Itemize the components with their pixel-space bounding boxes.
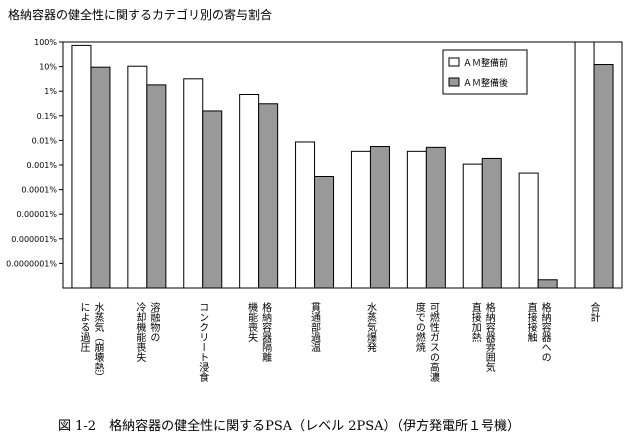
y-tick-label: 0.0001% — [21, 186, 57, 195]
legend-swatch-0 — [448, 57, 460, 67]
category-label-line: 度での燃焼 — [413, 302, 425, 352]
y-tick-label: 0.00001% — [16, 210, 57, 219]
y-tick-label: 1% — [44, 87, 57, 96]
category-label-line: 機能喪失 — [245, 302, 257, 342]
y-axis-ticks: 0.0000001% 0.000001% 0.00001% 0.0001% 0.001%… — [6, 38, 63, 268]
category-label-line: による過圧 — [77, 302, 89, 352]
bar-after-4 — [314, 176, 335, 289]
category-label-line: 水蒸気爆発 — [364, 302, 376, 352]
bar-after-2 — [202, 110, 223, 289]
category-label-line: コンクリート浸食 — [196, 302, 208, 382]
plot-area — [62, 41, 623, 289]
y-tick-label: 10% — [39, 63, 57, 72]
legend-box — [442, 49, 528, 95]
legend-swatch-1 — [448, 77, 460, 87]
category-label-line: 合計 — [588, 302, 600, 322]
bar-before-5 — [350, 150, 371, 289]
bar-after-5 — [369, 146, 390, 289]
bar-after-9 — [593, 64, 614, 289]
bar-after-3 — [258, 103, 279, 289]
bar-after-0 — [90, 66, 111, 289]
bar-before-6 — [406, 150, 427, 289]
bar-before-3 — [239, 94, 260, 289]
legend: ＡＭ整備前 ＡＭ整備後 — [442, 49, 528, 95]
bar-before-2 — [183, 78, 204, 289]
bar-before-7 — [462, 163, 483, 289]
category-label-line: 冷却機能喪失 — [133, 302, 145, 362]
bar-before-8 — [518, 172, 539, 289]
category-label-line: 格納容器雰囲気 — [483, 302, 495, 372]
bar-before-0 — [71, 44, 92, 289]
category-label-line: 格納容器隔離 — [259, 302, 271, 362]
bar-before-1 — [127, 65, 148, 289]
y-tick-label: 0.0000001% — [6, 259, 57, 268]
legend-label-0: ＡＭ整備前 — [463, 57, 508, 69]
category-label-line: 直接加熱 — [469, 302, 481, 342]
category-label-line: 格納容器への — [539, 302, 551, 362]
bar-before-4 — [295, 141, 316, 289]
bar-after-7 — [481, 157, 502, 289]
category-label-line: 水蒸気（崩壊熱） — [91, 302, 103, 382]
y-tick-label: 0.001% — [26, 161, 57, 170]
y-tick-label: 0.000001% — [11, 235, 57, 244]
bar-after-1 — [146, 84, 167, 289]
y-tick-label: 100% — [34, 38, 57, 47]
bar-after-6 — [425, 146, 446, 289]
chart-title: 格納容器の健全性に関するカテゴリ別の寄与割合 — [8, 8, 273, 22]
category-label-line: 直接接触 — [525, 302, 537, 342]
figure-caption: 図 1-2 格納容器の健全性に関するPSA（レベル 2PSA）（伊方発電所１号機… — [58, 419, 521, 434]
category-label-line: 貫通部過温 — [308, 302, 320, 352]
y-tick-label: 0.1% — [37, 112, 58, 121]
legend-label-1: ＡＭ整備後 — [463, 77, 508, 89]
bar-before-9 — [574, 41, 595, 289]
category-label-line: 溶融物の — [147, 302, 159, 342]
category-label-line: 可燃性ガスの高濃 — [427, 302, 439, 382]
y-tick-label: 0.01% — [32, 136, 58, 145]
bar-after-8 — [537, 279, 558, 289]
log-bar-chart: 0.0000001% 0.000001% 0.00001% 0.0001% 0.001%… — [6, 38, 623, 289]
